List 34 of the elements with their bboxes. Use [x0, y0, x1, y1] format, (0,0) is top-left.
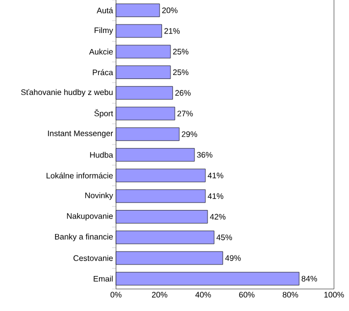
data-label: 27%	[177, 110, 193, 116]
x-tick-label: 20%	[152, 292, 168, 298]
data-label: 25%	[173, 48, 188, 54]
data-label: 25%	[173, 69, 188, 76]
data-label: 20%	[162, 7, 178, 14]
x-tick-label: 0%	[110, 292, 122, 298]
y-tick-label: Filmy	[94, 27, 114, 35]
x-tick-label: 80%	[282, 292, 298, 298]
data-label: 49%	[225, 255, 241, 261]
data-label: 21%	[164, 28, 180, 34]
y-tick-label: Lokálne informácie	[46, 172, 113, 178]
y-tick-label: Novinky	[85, 192, 114, 200]
x-tick-label: 40%	[195, 292, 211, 298]
data-label: 41%	[208, 172, 224, 178]
data-label: 84%	[302, 276, 318, 282]
y-tick-label: Autá	[96, 7, 114, 14]
y-tick-label: Email	[94, 276, 113, 282]
data-label: 29%	[182, 131, 198, 138]
x-tick-label: 100%	[324, 292, 344, 298]
y-tick-label: Instant Messenger	[48, 130, 113, 138]
y-tick-label: Nakupovanie	[67, 213, 113, 220]
y-tick-label: Banky a financie	[55, 234, 113, 242]
data-label: 26%	[175, 90, 191, 96]
y-tick-label: Cestovanie	[74, 255, 113, 261]
data-label: 41%	[208, 193, 224, 199]
data-label: 45%	[216, 234, 232, 240]
x-tick-label: 60%	[239, 292, 255, 298]
data-label: 36%	[196, 152, 212, 158]
y-tick-label: Aukcie	[89, 48, 113, 55]
y-tick-label: Hudba	[90, 152, 114, 158]
y-tick-label: Šport	[94, 109, 114, 118]
data-label: 42%	[210, 214, 226, 220]
y-tick-label: Sťahovanie hudby z webu	[21, 89, 113, 97]
y-tick-label: Práca	[92, 69, 114, 76]
